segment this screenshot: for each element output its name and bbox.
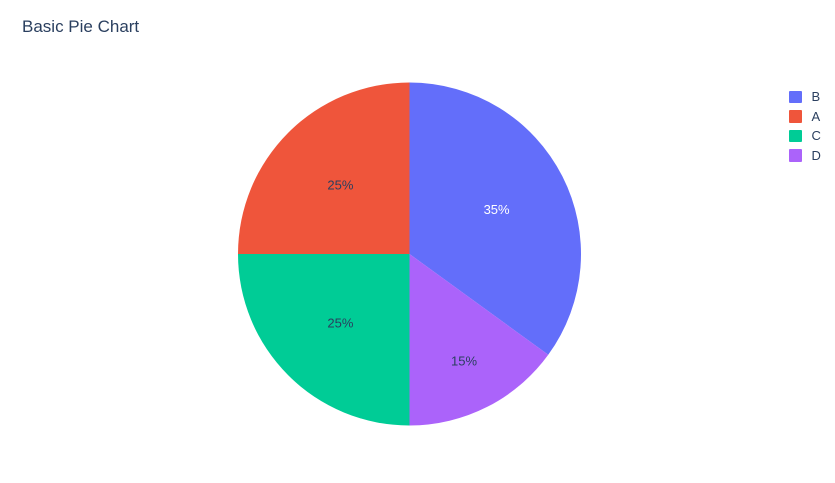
pie-slice-label-C: 25% — [327, 316, 353, 331]
legend-label: A — [811, 108, 821, 124]
pie-slice-B[interactable] — [409, 82, 582, 355]
pie-slice-label-B: 35% — [484, 202, 510, 217]
chart-title: Basic Pie Chart — [22, 17, 140, 36]
legend-item-A[interactable]: A — [789, 107, 821, 127]
legend-marker-icon — [789, 129, 802, 142]
legend-label: D — [811, 147, 821, 163]
pie-slice-D[interactable] — [409, 254, 549, 426]
pie-slice-label-D: 15% — [451, 353, 477, 368]
pie-slice-C[interactable] — [238, 254, 410, 426]
legend-item-B[interactable]: B — [789, 87, 821, 107]
legend-item-D[interactable]: D — [789, 146, 821, 166]
legend-marker-icon — [789, 149, 802, 162]
legend-label: B — [811, 89, 821, 105]
legend-item-C[interactable]: C — [789, 126, 821, 146]
legend-marker-icon — [789, 110, 802, 123]
pie-slice-label-A: 25% — [327, 177, 353, 192]
pie-slice-A[interactable] — [238, 82, 410, 255]
legend-marker-icon — [789, 90, 802, 103]
legend-label: C — [811, 128, 821, 144]
